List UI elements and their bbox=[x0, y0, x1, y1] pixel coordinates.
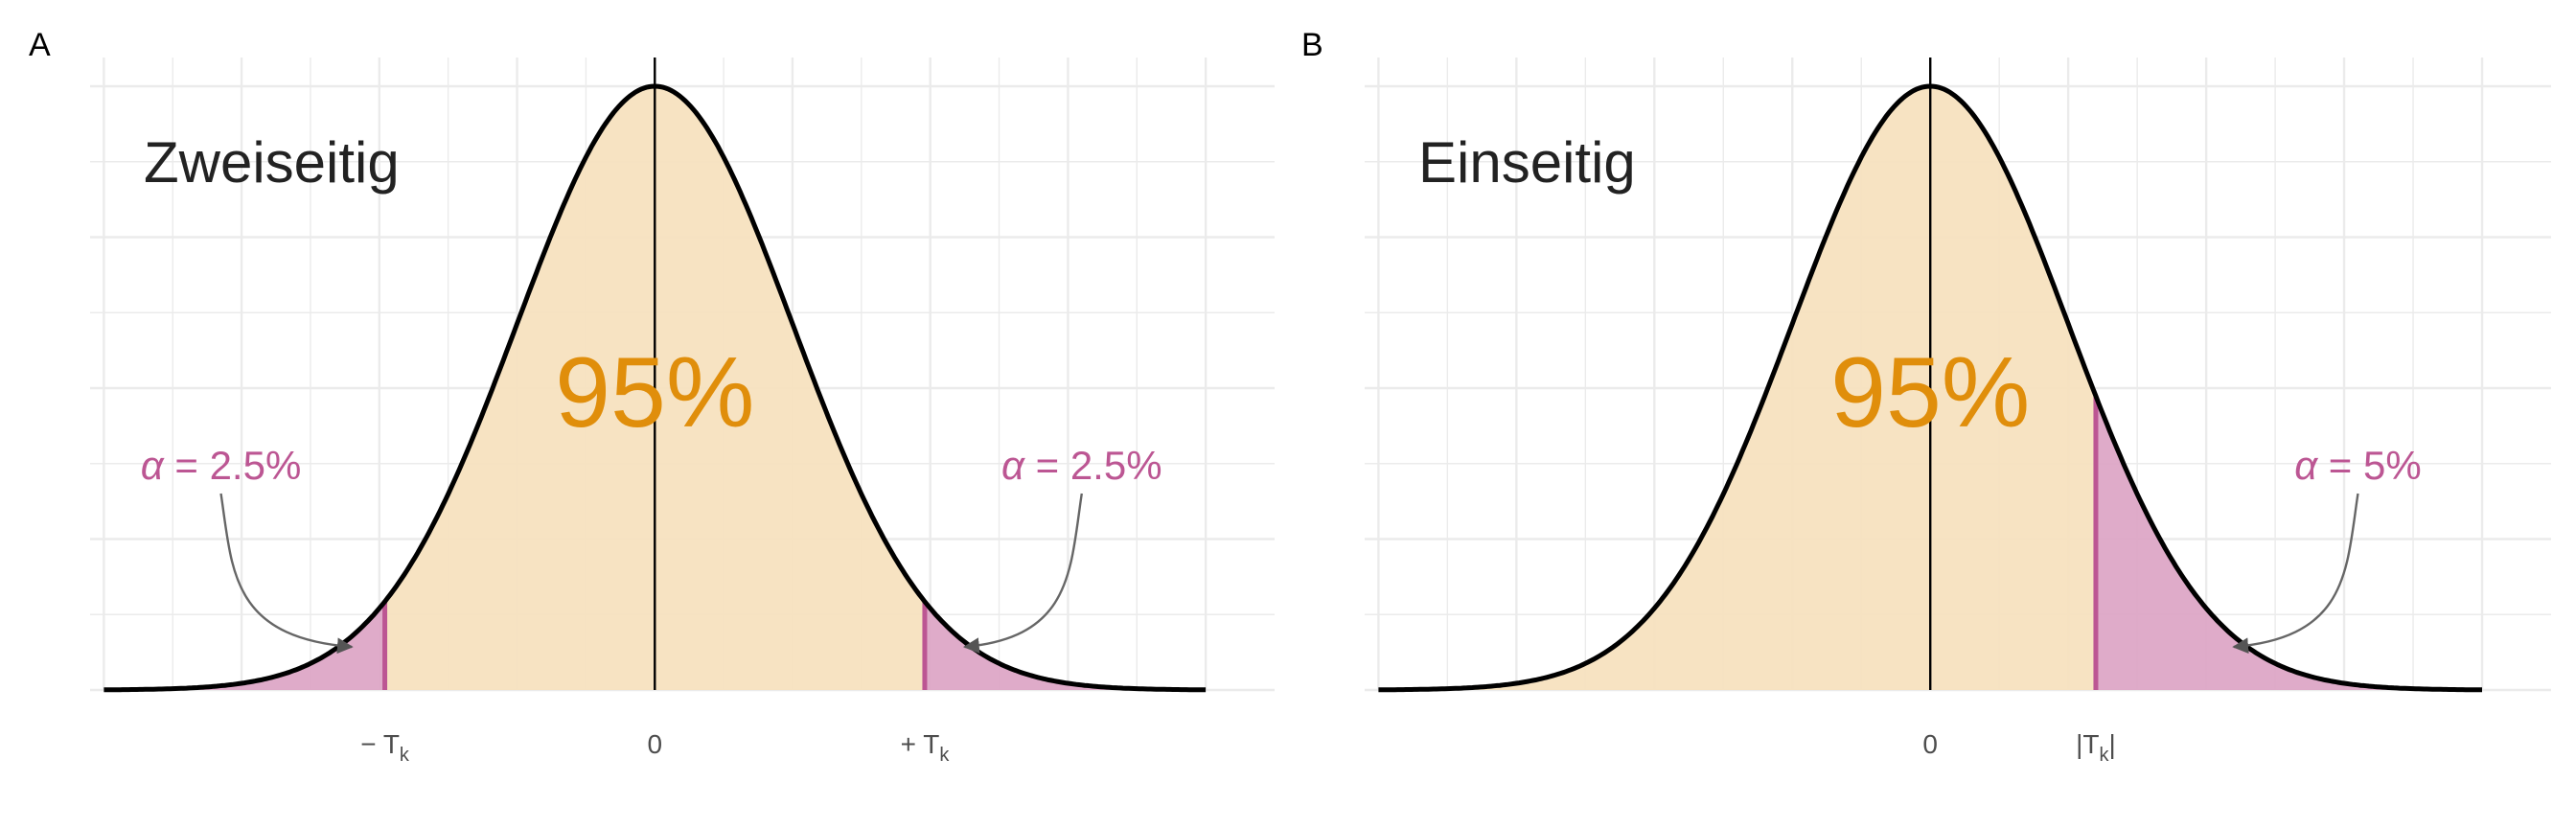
alpha-value: = 2.5% bbox=[1024, 443, 1162, 488]
panel-title: Einseitig bbox=[1418, 130, 1636, 195]
x-tick-label-2: 0 bbox=[647, 729, 662, 759]
rejection-region-left bbox=[104, 601, 385, 690]
acceptance-region bbox=[1378, 86, 2096, 690]
x-tick-label-3: + Tk bbox=[901, 729, 951, 766]
rejection-region-right bbox=[2096, 396, 2482, 690]
density-curve bbox=[104, 83, 1207, 693]
alpha-label-2: α = 2.5% bbox=[1001, 443, 1162, 488]
x-tick-label-2: |Tk| bbox=[2076, 729, 2116, 766]
alpha-label-1: α = 2.5% bbox=[141, 443, 302, 488]
alpha-value: = 2.5% bbox=[164, 443, 302, 488]
alpha-symbol: α bbox=[1001, 443, 1025, 488]
alpha-arrow-1 bbox=[2232, 493, 2359, 655]
panel-title: Zweiseitig bbox=[144, 130, 400, 195]
tick-subscript: k bbox=[939, 745, 950, 766]
tick-subscript: k bbox=[2100, 745, 2110, 766]
tick-sign: − bbox=[360, 729, 383, 759]
tick-main: 0 bbox=[647, 729, 662, 759]
alpha-value: = 5% bbox=[2317, 443, 2422, 488]
center-percent-label: 95% bbox=[1830, 337, 2030, 448]
tick-main: T bbox=[383, 729, 400, 759]
alpha-symbol: α bbox=[141, 443, 165, 488]
tick-subscript: k bbox=[400, 745, 410, 766]
density-curve bbox=[1378, 83, 2482, 693]
panel-tag: B bbox=[1301, 27, 1323, 63]
alpha-label-1: α = 5% bbox=[2294, 443, 2422, 488]
alpha-arrow-2 bbox=[962, 493, 1083, 655]
x-tick-label-1: − Tk bbox=[360, 729, 410, 766]
x-tick-label-1: 0 bbox=[1922, 729, 1938, 759]
panel-b: 95% α = 5% 0 |Tk| B Einseitig bbox=[1301, 27, 2551, 766]
tick-suffix: | bbox=[2109, 729, 2116, 759]
rejection-region-right bbox=[924, 601, 1207, 690]
tick-main: 0 bbox=[1922, 729, 1938, 759]
center-percent-label: 95% bbox=[555, 337, 754, 448]
tick-sign: + bbox=[901, 729, 924, 759]
panel-tag: A bbox=[29, 27, 51, 63]
tick-main: T bbox=[923, 729, 939, 759]
alpha-symbol: α bbox=[2294, 443, 2318, 488]
tick-main: |T bbox=[2076, 729, 2099, 759]
alpha-arrow-1 bbox=[219, 493, 354, 655]
